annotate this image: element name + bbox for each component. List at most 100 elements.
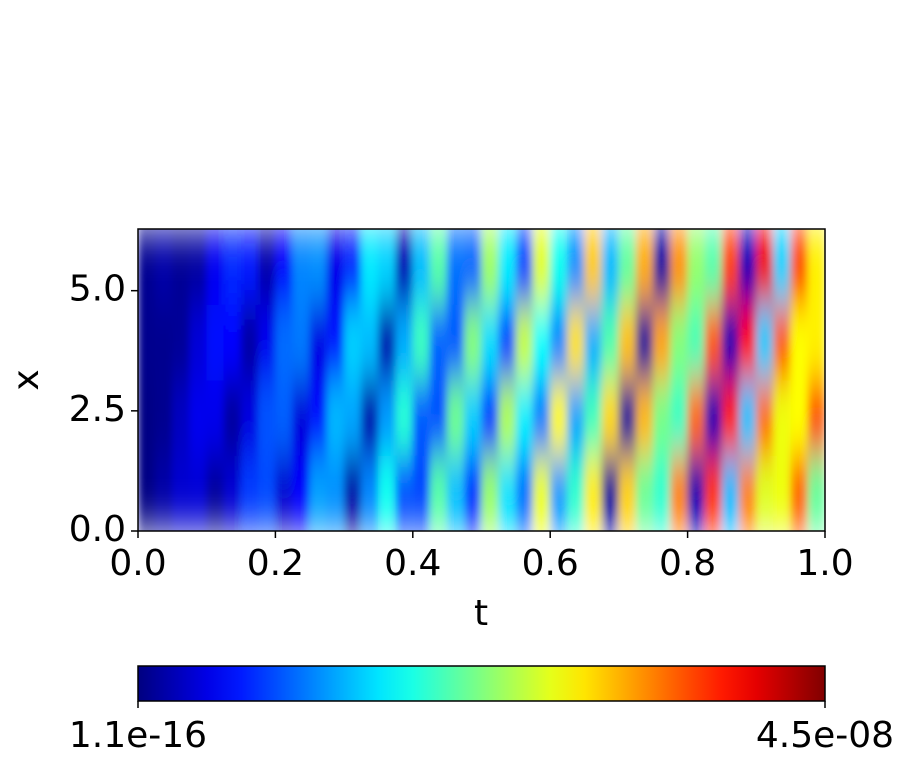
heatmap-cell	[635, 455, 654, 531]
heatmap-cell	[704, 379, 723, 456]
heatmap-cell	[275, 455, 293, 531]
heatmap-cell	[326, 455, 345, 531]
heatmap-cell	[378, 379, 396, 456]
heatmap-cell	[154, 229, 173, 305]
heatmap-cell	[807, 229, 825, 305]
heatmap-cell	[172, 304, 190, 381]
heatmap-cell	[464, 229, 482, 305]
heatmap-cell	[257, 455, 276, 531]
heatmap-cell	[360, 379, 379, 456]
colorbar-tick-label: 1.1e-16	[69, 715, 207, 756]
heatmap-cell	[429, 455, 448, 531]
heatmap-cell	[257, 229, 276, 305]
heatmap-cell	[670, 455, 688, 531]
heatmap-cell	[412, 304, 431, 381]
heatmap-cell	[498, 379, 517, 456]
heatmap-cell	[464, 455, 482, 531]
heatmap-cell	[154, 304, 173, 381]
heatmap-cell	[326, 379, 345, 456]
heatmap-cell	[670, 304, 688, 381]
heatmap-cell	[172, 455, 190, 531]
heatmap-cell	[378, 304, 396, 381]
heatmap-cell	[790, 304, 809, 381]
heatmap-cell	[446, 379, 465, 456]
heatmap-cell	[756, 379, 774, 456]
heatmap-cell	[515, 304, 534, 381]
heatmap-cell	[292, 379, 311, 456]
y-tick-label: 2.5	[69, 389, 126, 430]
heatmap-cell	[807, 304, 825, 381]
heatmap-cell	[275, 304, 293, 381]
heatmap-cell	[343, 304, 362, 381]
heatmap-cell	[464, 379, 482, 456]
heatmap-cell	[446, 455, 465, 531]
heatmap-cell	[189, 455, 207, 531]
heatmap-cell	[189, 304, 207, 381]
heatmap-cell	[429, 304, 448, 381]
x-tick-label: 0.8	[659, 543, 716, 584]
heatmap-cells	[138, 229, 825, 531]
heatmap-cell	[549, 379, 568, 456]
heatmap-cell	[360, 229, 379, 305]
heatmap-cell	[189, 379, 207, 456]
heatmap-cell	[773, 229, 791, 305]
heatmap-cell	[292, 455, 311, 531]
x-tick-label: 1.0	[796, 543, 853, 584]
heatmap-cell	[172, 379, 190, 456]
heatmap-cell	[343, 229, 362, 305]
heatmap-cell	[773, 304, 791, 381]
heatmap-cell	[584, 229, 603, 305]
heatmap-cell	[257, 379, 276, 456]
y-tick-label: 0.0	[69, 509, 126, 550]
heatmap-cell	[618, 304, 637, 381]
heatmap-cell	[257, 304, 276, 381]
heatmap-cell	[275, 379, 293, 456]
y-tick-label: 5.0	[69, 269, 126, 310]
heatmap-cell	[618, 455, 637, 531]
heatmap-cell	[635, 379, 654, 456]
heatmap-cell	[549, 455, 568, 531]
heatmap-cell	[309, 229, 328, 305]
heatmap-cell	[498, 304, 517, 381]
x-tick-label: 0.6	[522, 543, 579, 584]
heatmap-cell	[154, 379, 173, 456]
heatmap-cell	[498, 455, 517, 531]
heatmap-cell	[756, 229, 774, 305]
heatmap-cell	[532, 229, 551, 305]
x-tick-label: 0.0	[109, 543, 166, 584]
heatmap-cell	[549, 304, 568, 381]
heatmap-cell	[343, 455, 362, 531]
heatmap-cell	[154, 455, 173, 531]
heatmap-cell	[412, 379, 431, 456]
heatmap-cell	[601, 455, 620, 531]
heatmap-cell	[498, 229, 517, 305]
heatmap-cell	[275, 229, 293, 305]
heatmap-cell	[790, 379, 809, 456]
heatmap-cell	[618, 379, 637, 456]
heatmap-cell	[395, 455, 414, 531]
heatmap-cell	[412, 455, 431, 531]
heatmap-cell	[738, 379, 757, 456]
heatmap-cell	[395, 304, 414, 381]
heatmap-cell	[240, 304, 259, 381]
heatmap-cell	[756, 455, 774, 531]
heatmap-cell	[292, 229, 311, 305]
heatmap-cell	[652, 455, 671, 531]
heatmap-cell	[790, 229, 809, 305]
heatmap-cell	[343, 379, 362, 456]
heatmap-cell	[635, 229, 654, 305]
heatmap-cell	[172, 229, 190, 305]
heatmap-cell	[601, 304, 620, 381]
heatmap-cell	[532, 455, 551, 531]
heatmap-cell	[652, 304, 671, 381]
heatmap-cell	[738, 455, 757, 531]
heatmap-cell	[567, 379, 585, 456]
heatmap-cell	[532, 379, 551, 456]
heatmap-cell	[240, 455, 259, 531]
heatmap-cell	[292, 304, 311, 381]
heatmap-cell	[378, 229, 396, 305]
plot-frame	[137, 228, 826, 532]
heatmap-cell	[807, 379, 825, 456]
heatmap-cell	[721, 229, 740, 305]
